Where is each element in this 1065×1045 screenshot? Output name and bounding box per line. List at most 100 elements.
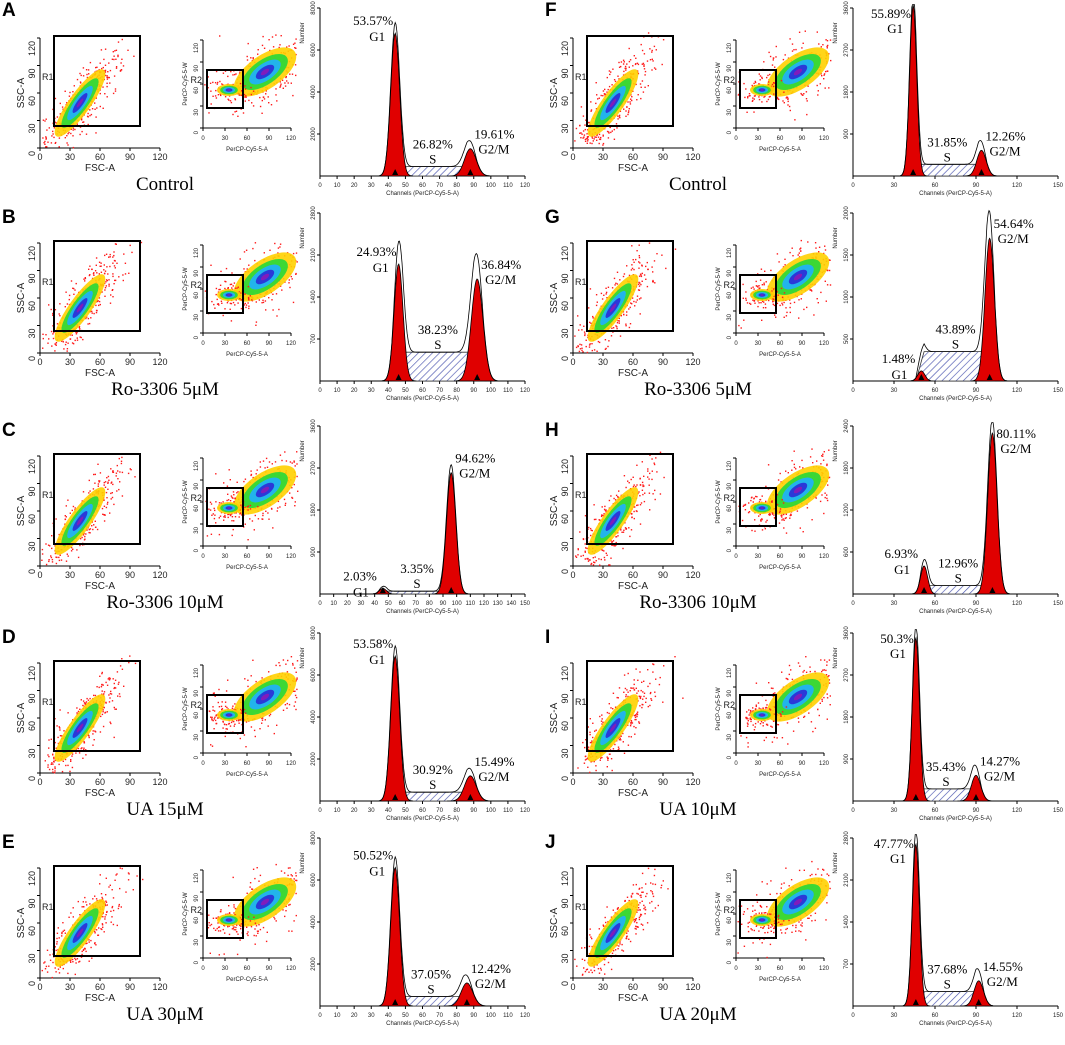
scatter-dot xyxy=(645,278,647,280)
scatter-dot xyxy=(581,349,583,352)
scatter-dot xyxy=(110,468,112,470)
x-tick-label: 30 xyxy=(598,152,608,162)
scatter-dot xyxy=(56,943,58,945)
scatter-dot xyxy=(46,146,48,148)
scatter-dot xyxy=(247,505,249,507)
scatter-dot xyxy=(605,347,607,350)
scatter-dot xyxy=(234,73,236,76)
scatter-dot xyxy=(89,532,91,534)
scatter-dot xyxy=(105,491,108,494)
y-tick-label: 60 xyxy=(27,96,37,106)
scatter-dot xyxy=(208,112,210,114)
x-axis-label: FSC-A xyxy=(618,163,648,174)
scatter-dot xyxy=(114,686,116,689)
scatter-dot xyxy=(604,93,607,95)
y-axis-label: PerCP-Cy5-5-W xyxy=(183,892,189,936)
scatter-dot xyxy=(639,262,641,264)
scatter-dot xyxy=(289,461,292,463)
scatter-dot xyxy=(588,307,590,309)
scatter-dot xyxy=(613,277,616,280)
scatter-dot xyxy=(253,916,255,918)
scatter-dot xyxy=(213,710,216,712)
scatter-dot xyxy=(71,753,74,755)
scatter-dot xyxy=(774,66,776,68)
x-tick-label: 60 xyxy=(244,554,251,560)
scatter-dot xyxy=(62,341,64,343)
scatter-dot xyxy=(585,138,588,140)
scatter-dot xyxy=(61,770,64,773)
scatter-dot xyxy=(237,115,239,117)
scatter-dot xyxy=(114,879,116,881)
scatter-dot xyxy=(818,43,820,45)
scatter-dot xyxy=(98,297,101,299)
scatter-dot xyxy=(297,490,299,492)
scatter-dot xyxy=(48,304,50,306)
scatter-dot xyxy=(84,896,86,899)
hist-x-tick-label: 0 xyxy=(318,808,322,814)
scatter-dot xyxy=(103,514,106,516)
scatter-dot xyxy=(240,928,242,930)
hist-x-tick-label: 30 xyxy=(368,388,375,394)
scatter-dot xyxy=(230,495,233,497)
scatter-dot xyxy=(821,75,823,77)
scatter-dot xyxy=(758,73,760,75)
scatter-dot xyxy=(105,904,107,907)
scatter-dot xyxy=(652,60,654,62)
scatter-dot xyxy=(240,925,242,928)
scatter-dot xyxy=(661,63,663,66)
scatter-dot xyxy=(212,719,214,722)
gate-r1-label: R1 xyxy=(575,72,587,82)
scatter-dot xyxy=(94,270,97,272)
scatter-dot xyxy=(630,302,632,304)
scatter-dot xyxy=(66,303,69,305)
scatter-dot xyxy=(751,84,753,87)
scatter-dot xyxy=(226,302,229,304)
scatter-dot xyxy=(632,65,634,67)
scatter-dot xyxy=(127,872,130,874)
scatter-dot xyxy=(95,97,97,99)
scatter-dot xyxy=(828,53,830,55)
scatter-dot xyxy=(251,520,254,522)
scatter-dot xyxy=(638,281,640,284)
scatter-dot xyxy=(83,278,85,280)
scatter-dot xyxy=(641,265,643,267)
scatter-dot xyxy=(241,918,243,921)
scatter-dot xyxy=(231,496,233,499)
scatter-dot xyxy=(601,298,604,300)
scatter-dot xyxy=(87,112,89,115)
scatter-dot xyxy=(92,528,94,531)
scatter-dot xyxy=(47,754,49,756)
scatter-dot xyxy=(87,123,89,126)
scatter-dot xyxy=(602,144,604,146)
scatter-dot xyxy=(72,548,74,550)
scatter-dot xyxy=(101,291,103,293)
scatter-dot xyxy=(41,559,43,561)
scatter-dot xyxy=(641,80,644,82)
scatter-dot xyxy=(69,91,71,94)
y-tick-label: 0 xyxy=(27,356,37,361)
scatter-dot xyxy=(627,101,629,103)
scatter-dot xyxy=(44,140,46,143)
scatter-dot xyxy=(249,518,251,520)
y-tick-label: 90 xyxy=(27,274,37,284)
scatter-dot xyxy=(85,754,87,756)
scatter-dot xyxy=(766,76,768,79)
scatter-dot xyxy=(611,327,613,329)
scatter-dot xyxy=(120,460,123,462)
scatter-dot xyxy=(48,747,50,749)
scatter-dot xyxy=(45,563,48,566)
scatter-dot xyxy=(291,497,294,499)
scatter-dot xyxy=(275,920,277,922)
scatter-dot xyxy=(84,538,86,540)
scatter-dot xyxy=(209,952,211,954)
hist-x-tick-label: 100 xyxy=(486,183,497,189)
scatter-dot xyxy=(241,914,243,916)
scatter-dot xyxy=(234,99,237,101)
scatter-dot xyxy=(224,701,227,703)
scatter-dot xyxy=(113,254,115,257)
scatter-dot xyxy=(234,703,236,705)
scatter-dot xyxy=(638,275,641,277)
scatter-dot xyxy=(591,137,594,139)
scatter-dot xyxy=(108,62,110,64)
scatter-dot xyxy=(236,924,238,926)
